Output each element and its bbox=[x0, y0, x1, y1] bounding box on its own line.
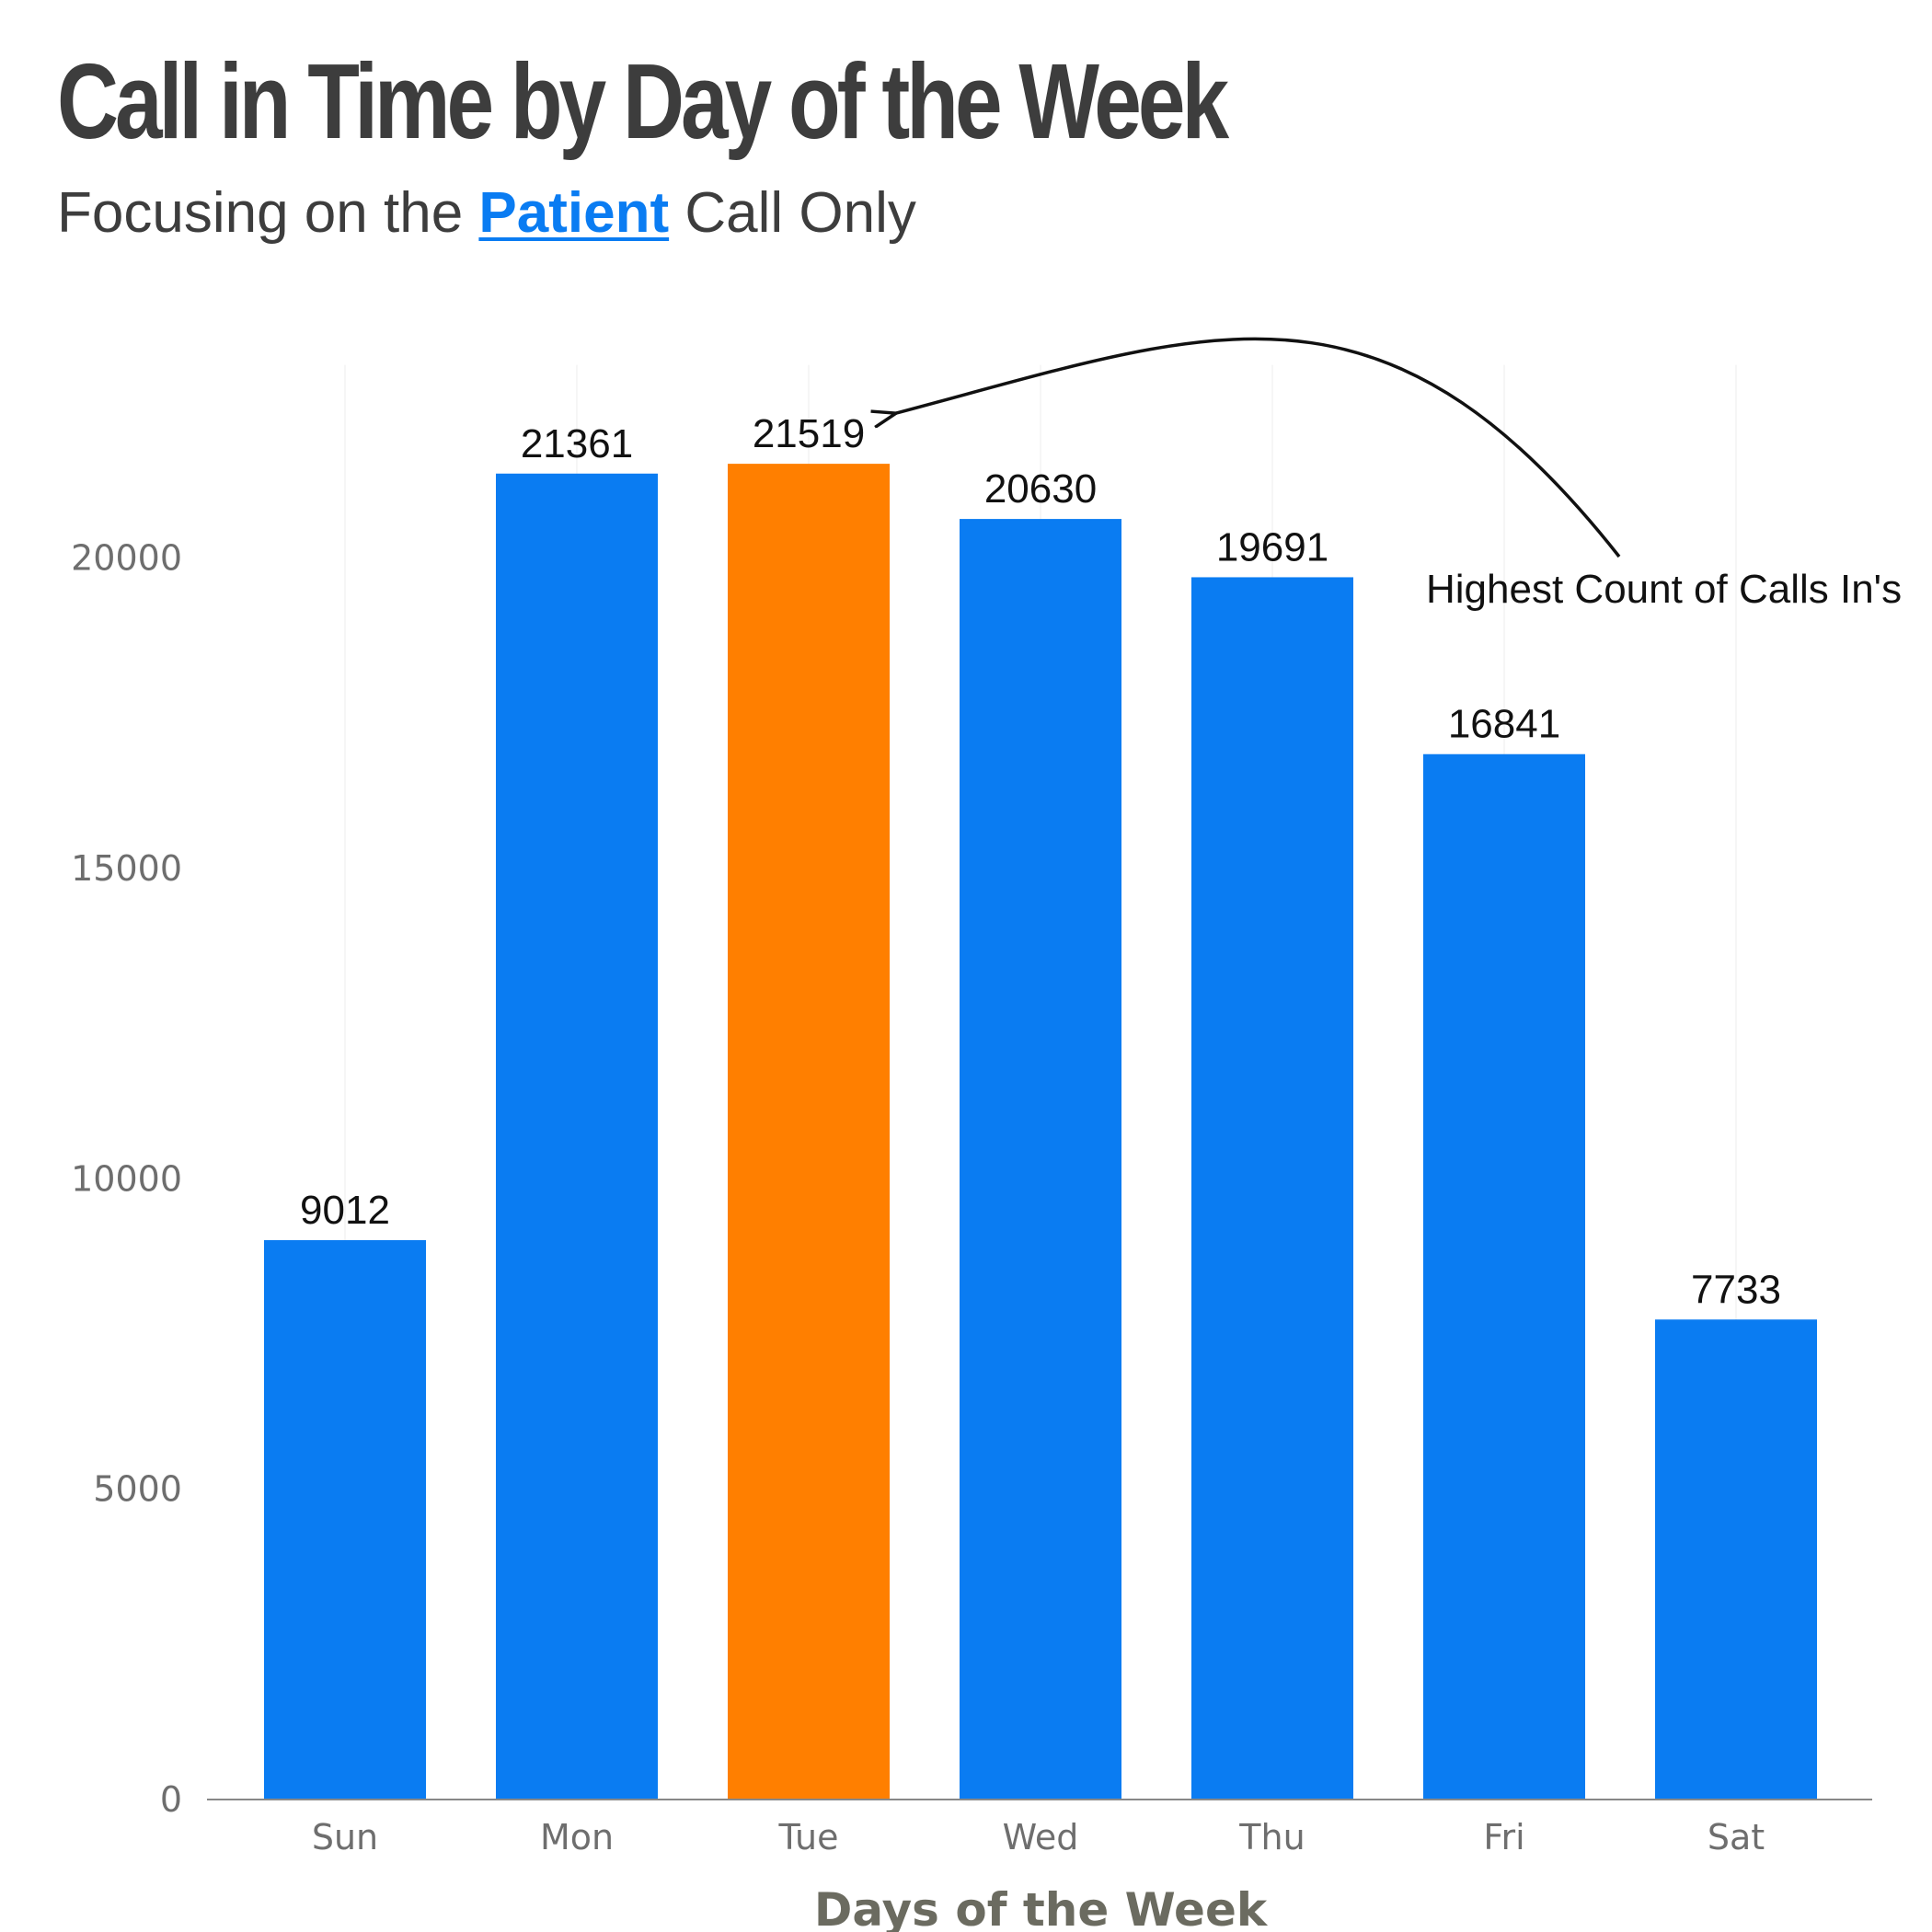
y-axis-ticks: 0 5000 10000 15000 20000 bbox=[71, 538, 182, 1820]
bars bbox=[264, 464, 1817, 1800]
x-tick-fri: Fri bbox=[1483, 1817, 1524, 1857]
x-tick-sun: Sun bbox=[312, 1817, 378, 1857]
bar-wed[interactable] bbox=[960, 519, 1121, 1800]
value-label-mon: 21361 bbox=[521, 421, 633, 466]
chart-title: Call in Time by Day of the Week bbox=[57, 41, 1229, 161]
x-tick-tue: Tue bbox=[778, 1817, 839, 1857]
value-label-fri: 16841 bbox=[1448, 702, 1560, 747]
y-tick-10000: 10000 bbox=[71, 1158, 182, 1199]
subtitle-suffix: Call Only bbox=[669, 181, 916, 245]
subtitle-prefix: Focusing on the bbox=[57, 181, 479, 245]
value-label-tue: 21519 bbox=[753, 411, 865, 456]
x-tick-wed: Wed bbox=[1003, 1817, 1079, 1857]
bar-value-labels: 9012 21361 21519 20630 19691 16841 7733 bbox=[300, 411, 1781, 1312]
y-tick-15000: 15000 bbox=[71, 848, 182, 889]
y-tick-0: 0 bbox=[160, 1779, 182, 1820]
x-tick-mon: Mon bbox=[540, 1817, 614, 1857]
x-tick-sat: Sat bbox=[1708, 1817, 1765, 1857]
value-label-wed: 20630 bbox=[984, 466, 1097, 512]
value-label-sun: 9012 bbox=[300, 1188, 390, 1233]
x-axis-title: Days of the Week bbox=[814, 1883, 1269, 1932]
bar-fri[interactable] bbox=[1423, 753, 1585, 1800]
subtitle-highlight-link[interactable]: Patient bbox=[478, 181, 670, 245]
annotation-text: Highest Count of Calls In's bbox=[1426, 567, 1902, 612]
y-tick-20000: 20000 bbox=[71, 538, 182, 579]
bar-sat[interactable] bbox=[1655, 1319, 1817, 1800]
bar-mon[interactable] bbox=[496, 473, 658, 1800]
y-tick-5000: 5000 bbox=[93, 1469, 182, 1510]
bar-tue[interactable] bbox=[728, 464, 890, 1800]
value-label-thu: 19691 bbox=[1216, 524, 1328, 569]
x-axis-ticks: Sun Mon Tue Wed Thu Fri Sat bbox=[312, 1817, 1765, 1857]
chart-subtitle: Focusing on the Patient Call Only bbox=[57, 177, 916, 250]
x-tick-thu: Thu bbox=[1238, 1817, 1305, 1857]
bar-sun[interactable] bbox=[264, 1239, 426, 1800]
value-label-sat: 7733 bbox=[1691, 1267, 1781, 1312]
annotation-arrow bbox=[896, 337, 1621, 558]
bar-thu[interactable] bbox=[1191, 577, 1353, 1800]
